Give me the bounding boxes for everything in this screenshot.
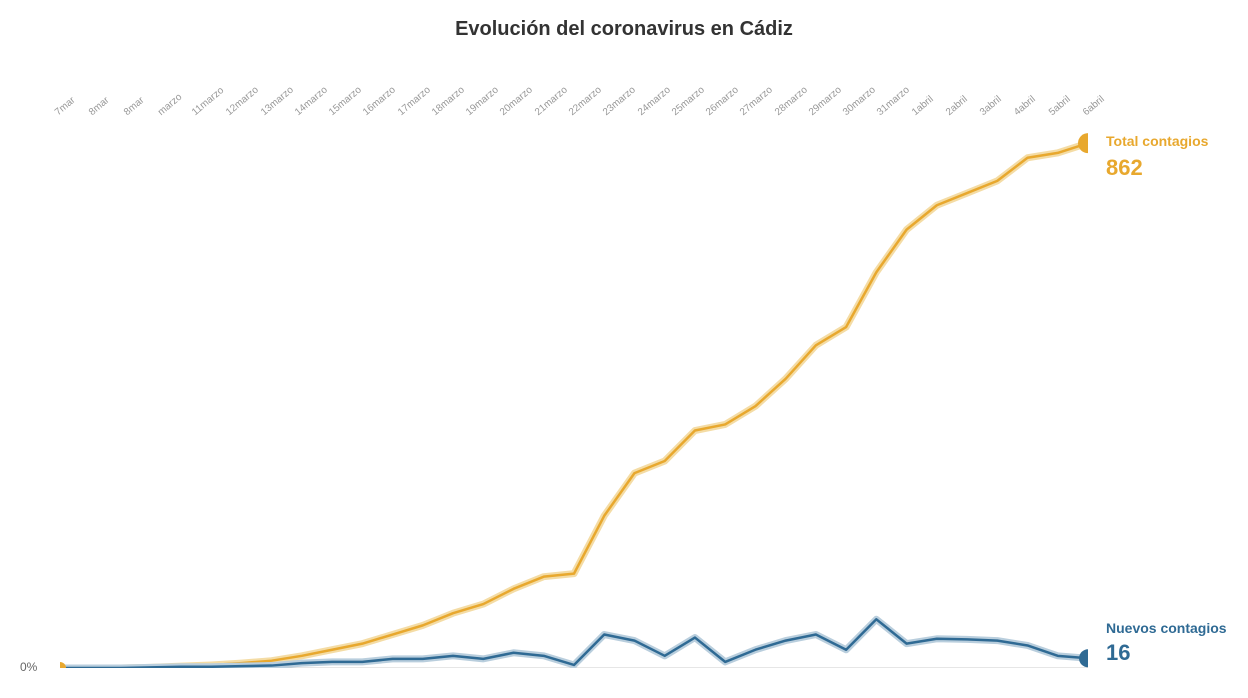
x-tick-label: 12marzo [224,85,261,118]
x-tick-label: 11marzo [190,85,226,118]
nuevos-end-marker [1079,649,1088,667]
x-tick-label: 27marzo [738,85,775,118]
x-tick-label: 13marzo [259,85,296,118]
x-tick-label: 18marzo [430,85,467,118]
x-tick-label: 3abril [978,94,1004,118]
x-tick-label: 20marzo [498,85,535,118]
x-tick-label: 5abril [1047,94,1073,118]
x-tick-label: 24marzo [635,85,672,118]
x-tick-label: marzo [156,92,184,118]
chart-title: Evolución del coronavirus en Cádiz [0,0,1248,41]
nuevos-series-label: Nuevos contagios [1106,620,1227,636]
x-tick-label: 1abril [910,94,936,118]
x-tick-label: 22marzo [567,85,604,118]
x-tick-label: 31marzo [875,85,912,118]
x-tick-label: 8mar [121,95,146,118]
x-tick-label: 14marzo [293,85,330,118]
x-tick-label: 21marzo [533,85,570,118]
x-tick-label: 26marzo [704,85,741,118]
total-series-label: Total contagios [1106,133,1208,149]
nuevos-series-value: 16 [1106,640,1130,666]
total-start-marker [60,662,66,668]
x-tick-label: 2abril [944,94,970,118]
y-axis-zero-label: 0% [20,660,37,674]
x-tick-label: 15marzo [327,85,364,118]
x-tick-label: 6abril [1081,94,1107,118]
x-tick-label: 30marzo [841,85,878,118]
nuevos-line-glow [60,619,1088,668]
x-tick-label: 7mar [53,95,78,118]
total-end-marker [1078,133,1088,153]
plot-area [60,120,1088,668]
x-tick-label: 4abril [1012,94,1038,118]
x-axis-labels: 7mar8mar8marmarzo11marzo12marzo13marzo14… [60,58,1088,118]
total-line [60,143,1088,668]
total-series-value: 862 [1106,155,1143,181]
chart-container: Evolución del coronavirus en Cádiz 7mar 8… [0,0,1248,698]
x-tick-label: 19marzo [464,85,501,118]
x-tick-label: 29marzo [807,85,844,118]
x-tick-label: 8mar [87,95,112,118]
x-tick-label: 23marzo [601,85,638,118]
x-tick-label: 28marzo [773,85,810,118]
total-line-glow [60,143,1088,668]
x-tick-label: 25marzo [670,85,707,118]
plot-svg [60,120,1088,668]
x-tick-label: 17marzo [396,85,433,118]
x-tick-label: 16marzo [361,85,398,118]
